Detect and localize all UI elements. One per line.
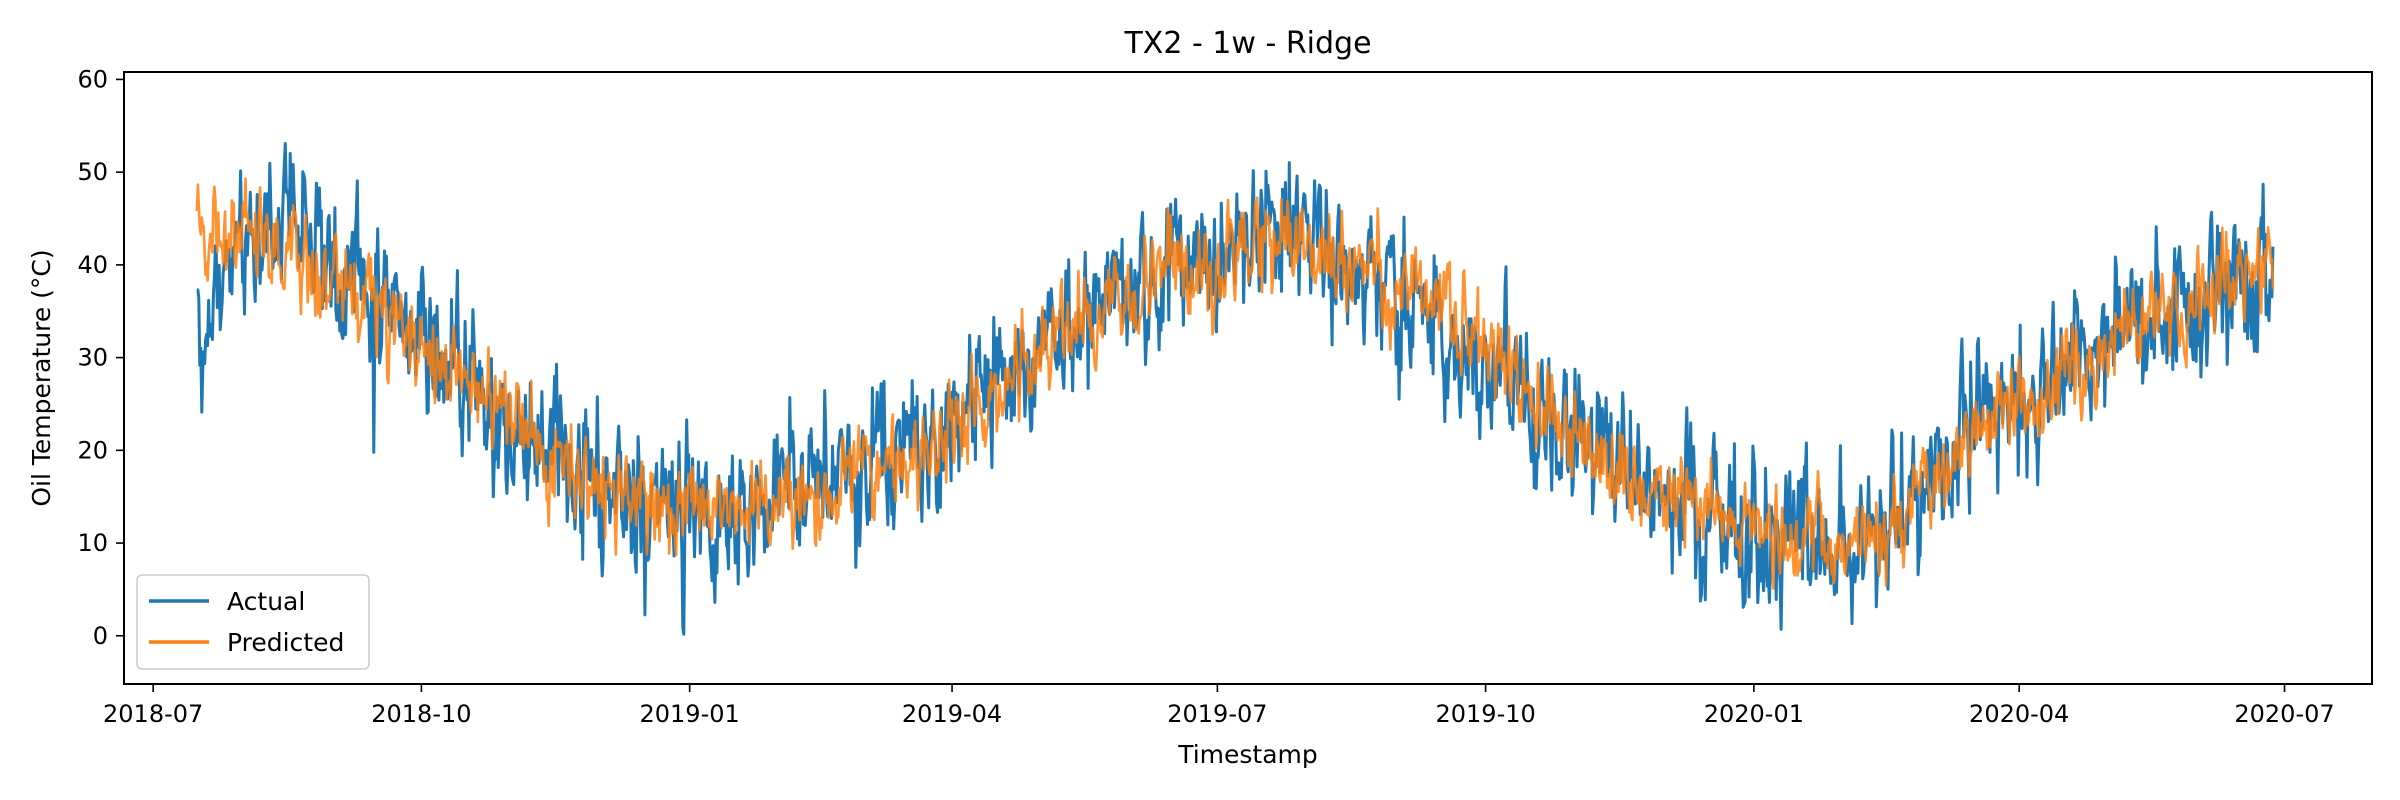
y-tick-label: 0 [93,622,108,650]
series-line-predicted [195,177,2275,590]
x-tick-label: 2020-01 [1704,700,1804,728]
legend-box [136,574,370,670]
x-tick-label: 2020-04 [1969,700,2069,728]
x-axis-label: Timestamp [1177,740,1318,769]
series-layer [195,142,2275,636]
x-tick-label: 2018-10 [371,700,471,728]
x-tick-label: 2019-07 [1167,700,1267,728]
legend-label-actual: Actual [227,587,305,616]
x-tick-label: 2019-04 [902,700,1002,728]
plot-frame [123,71,2373,685]
series-line-actual [196,142,2275,636]
x-tick-label: 2019-10 [1435,700,1535,728]
legend: Actual Predicted [136,574,370,670]
y-tick-label: 40 [77,251,108,279]
y-axis: 0 10 20 30 40 50 60 [77,65,124,650]
x-tick-label: 2020-07 [2234,700,2334,728]
y-tick-label: 30 [77,344,108,372]
y-tick-label: 50 [77,158,108,186]
x-axis: 2018-07 2018-10 2019-01 2019-04 2019-07 2019-… [103,684,2335,728]
y-tick-label: 20 [77,436,108,464]
y-tick-label: 10 [77,529,108,557]
legend-label-predicted: Predicted [227,628,344,657]
chart-title: TX2 - 1w - Ridge [1123,26,1371,61]
x-tick-label: 2019-01 [640,700,740,728]
x-tick-label: 2018-07 [103,700,203,728]
y-axis-label: Oil Temperature (°C) [27,249,56,506]
y-tick-label: 60 [77,65,108,93]
